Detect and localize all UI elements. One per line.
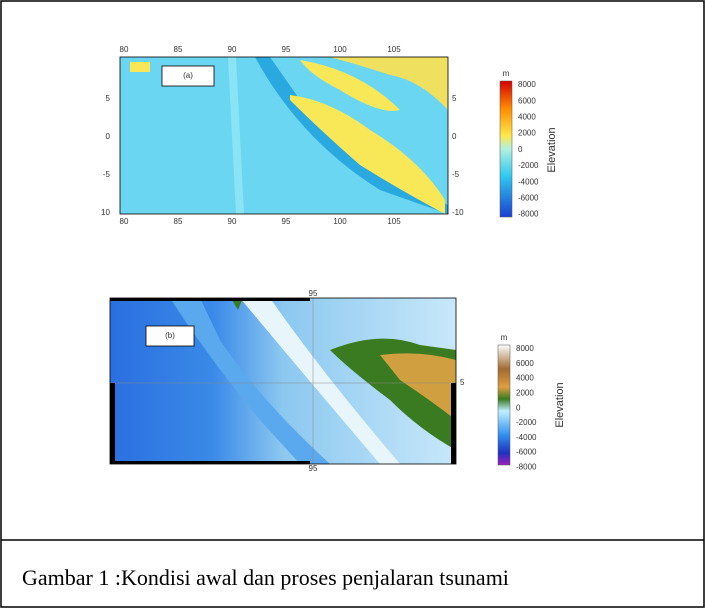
map-a xyxy=(119,56,513,218)
colorbar-tick-label: -8000 xyxy=(516,463,537,472)
colorbar-tick-label: 2000 xyxy=(516,389,534,398)
y-tick-label: -5 xyxy=(103,170,111,179)
map-b xyxy=(109,297,511,466)
x-tick-label: 100 xyxy=(333,45,347,54)
y-tick-label: -10 xyxy=(452,208,464,217)
colorbar-tick-label: -6000 xyxy=(516,448,537,457)
colorbar-unit: m xyxy=(503,69,510,78)
x-tick-label: 85 xyxy=(174,45,183,54)
x-tick-label: 95 xyxy=(309,464,318,473)
y-tick-label: 5 xyxy=(460,378,465,387)
colorbar-tick-label: 6000 xyxy=(518,96,536,105)
x-tick-label: 80 xyxy=(120,217,129,226)
colorbar-tick-label: -4000 xyxy=(516,433,537,442)
colorbar-tick-label: 2000 xyxy=(518,129,536,138)
y-tick-label: 0 xyxy=(106,132,111,141)
colorbar-tick-label: 8000 xyxy=(518,80,536,89)
colorbar-tick-label: -4000 xyxy=(518,177,539,186)
colorbar-tick-label: 4000 xyxy=(518,113,536,122)
colorbar-tick-label: 0 xyxy=(518,145,523,154)
y-tick-label: -5 xyxy=(452,170,460,179)
x-tick-label: 95 xyxy=(309,289,318,298)
colorbar-tick-label: -6000 xyxy=(518,194,539,203)
colorbar-tick-label: 0 xyxy=(516,403,521,412)
colorbar-tick-label: -2000 xyxy=(518,161,539,170)
colorbar-tick-label: -2000 xyxy=(516,418,537,427)
colorbar-title: Elevation xyxy=(546,127,558,172)
x-tick-label: 95 xyxy=(282,217,291,226)
x-tick-label: 90 xyxy=(228,45,237,54)
colorbar-tick-label: 6000 xyxy=(516,359,534,368)
x-tick-label: 105 xyxy=(387,45,401,54)
map-label: (a) xyxy=(183,71,193,80)
x-tick-label: 95 xyxy=(282,45,291,54)
y-tick-label: 5 xyxy=(106,94,111,103)
colorbar-tick-label: -8000 xyxy=(518,210,539,219)
x-tick-label: 105 xyxy=(387,217,401,226)
x-tick-label: 90 xyxy=(228,217,237,226)
x-tick-label: 100 xyxy=(333,217,347,226)
colorbar-tick-label: 8000 xyxy=(516,344,534,353)
colorbar-title: Elevation xyxy=(554,382,566,427)
caption: Gambar 1 :Kondisi awal dan proses penjal… xyxy=(22,565,509,590)
x-tick-label: 85 xyxy=(174,217,183,226)
x-tick-label: 80 xyxy=(120,45,129,54)
map-label: (b) xyxy=(165,331,175,340)
colorbar-unit: m xyxy=(501,333,508,342)
y-tick-label: 5 xyxy=(452,94,457,103)
y-tick-label: 0 xyxy=(452,132,457,141)
y-tick-label: 10 xyxy=(101,208,110,217)
colorbar-tick-label: 4000 xyxy=(516,374,534,383)
